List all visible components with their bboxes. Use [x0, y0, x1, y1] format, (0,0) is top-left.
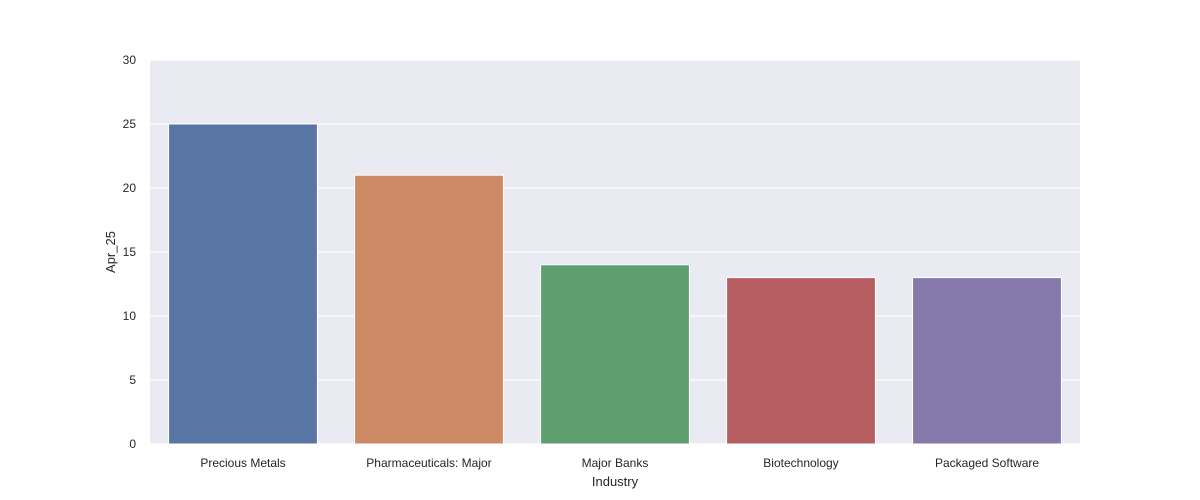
- y-tick-labels: 0 5 10 15 20 25 30: [123, 53, 137, 451]
- y-tick-label: 5: [129, 373, 136, 387]
- bar-pharmaceuticals-major: [354, 174, 504, 445]
- x-tick-labels: Precious Metals Pharmaceuticals: Major Maj…: [200, 456, 1039, 470]
- y-tick-label: 15: [123, 245, 137, 259]
- y-tick-label: 0: [129, 437, 136, 451]
- bar-packaged-software: [912, 277, 1062, 445]
- y-tick-label: 20: [123, 181, 137, 195]
- x-tick-label: Biotechnology: [763, 456, 838, 470]
- x-tick-label: Major Banks: [582, 456, 649, 470]
- x-axis-label: Industry: [592, 474, 639, 489]
- bar-biotechnology: [726, 277, 876, 445]
- bars: [168, 123, 1062, 445]
- x-tick-label: Packaged Software: [935, 456, 1039, 470]
- bar-major-banks: [540, 264, 690, 445]
- y-tick-label: 25: [123, 117, 137, 131]
- y-tick-label: 30: [123, 53, 137, 67]
- bar-precious-metals: [168, 123, 318, 445]
- x-tick-label: Precious Metals: [200, 456, 285, 470]
- y-axis-label: Apr_25: [103, 231, 118, 273]
- y-tick-label: 10: [123, 309, 137, 323]
- x-tick-label: Pharmaceuticals: Major: [366, 456, 491, 470]
